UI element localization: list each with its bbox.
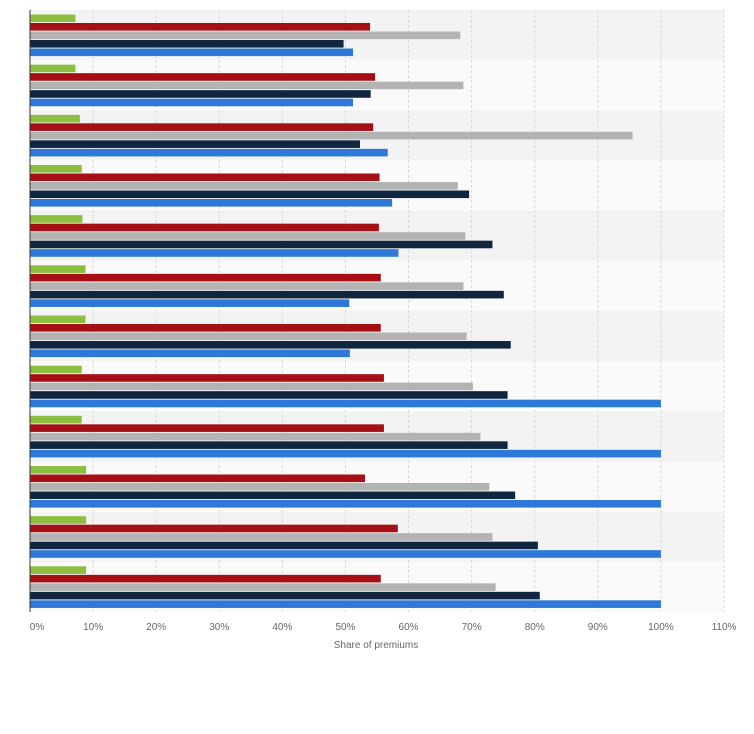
bar-series-2-group-9 [30,424,384,432]
x-tick-label: 90% [588,622,608,633]
bar-series-1-group-10 [30,466,87,474]
x-tick-label: 30% [209,622,229,633]
bar-series-3-group-4 [30,182,458,190]
bar-series-4-group-12 [30,591,540,600]
bar-series-5-group-2 [30,98,354,107]
bar-series-3-group-10 [30,483,490,491]
x-tick-labels: 0% 10% 20% 30% 40% 50% 60% 70% 80% 90% 100% 110% [30,622,737,633]
bar-series-5-group-9 [30,449,661,458]
bar-series-3-group-9 [30,432,481,441]
bar-series-2-group-10 [30,474,366,483]
bar-series-3-group-3 [30,131,633,140]
bar-series-1-group-8 [30,365,82,374]
bar-series-1-group-5 [30,215,83,223]
bar-series-2-group-4 [30,173,380,182]
bar-series-4-group-7 [30,341,511,349]
x-tick-label: 40% [272,622,292,633]
bar-series-5-group-12 [30,600,661,608]
bar-series-5-group-7 [30,349,350,358]
bar-series-5-group-11 [30,550,661,558]
bar-series-2-group-2 [30,73,376,81]
bar-series-5-group-6 [30,299,350,307]
bar-series-1-group-9 [30,415,82,424]
bar-series-5-group-5 [30,249,399,257]
bar-series-2-group-5 [30,223,379,232]
bar-series-2-group-12 [30,574,381,583]
bar-series-5-group-10 [30,500,661,508]
bar-series-1-group-4 [30,165,82,173]
bar-series-4-group-11 [30,541,538,550]
x-tick-label: 110% [712,622,737,633]
bar-series-1-group-3 [30,114,80,123]
bar-series-3-group-1 [30,31,461,40]
bar-series-3-group-6 [30,282,464,290]
bar-series-2-group-7 [30,324,381,332]
bar-series-3-group-7 [30,332,467,341]
bar-series-4-group-5 [30,240,493,249]
x-tick-label: 0% [30,622,45,633]
bar-series-2-group-1 [30,23,371,31]
bar-series-2-group-8 [30,374,384,382]
gridlines [92,10,725,612]
bar-series-1-group-11 [30,516,87,524]
bar-series-3-group-11 [30,533,493,541]
bar-series-3-group-2 [30,81,464,90]
x-tick-label: 50% [335,622,355,633]
x-tick-label: 70% [462,622,482,633]
bar-series-4-group-4 [30,190,470,199]
bar-series-4-group-1 [30,40,344,48]
bar-series-4-group-2 [30,90,371,98]
bar-series-4-group-3 [30,140,360,148]
bar-series-5-group-1 [30,48,354,57]
x-tick-label: 60% [399,622,419,633]
x-tick-label: 80% [525,622,545,633]
bar-series-1-group-6 [30,265,86,273]
bar-series-3-group-12 [30,583,496,591]
bar-series-2-group-3 [30,123,374,131]
bar-series-4-group-8 [30,391,508,399]
bar-series-5-group-3 [30,148,388,157]
bar-series-5-group-4 [30,199,393,207]
bar-series-3-group-8 [30,382,473,391]
x-tick-label: 10% [83,622,103,633]
bar-series-2-group-11 [30,524,398,533]
bar-series-4-group-10 [30,491,516,500]
bar-series-5-group-8 [30,399,661,408]
bar-series-1-group-2 [30,64,76,73]
bar-series-3-group-5 [30,232,466,240]
bar-series-1-group-12 [30,566,87,574]
bar-series-1-group-7 [30,315,86,324]
bar-series-2-group-6 [30,273,381,282]
bar-series-1-group-1 [30,14,76,23]
bar-series-4-group-9 [30,441,508,449]
bars [30,14,661,608]
x-tick-label: 100% [648,622,674,633]
bar-series-4-group-6 [30,290,504,299]
x-axis-title: Share of premiums [334,640,418,651]
x-tick-label: 20% [146,622,166,633]
